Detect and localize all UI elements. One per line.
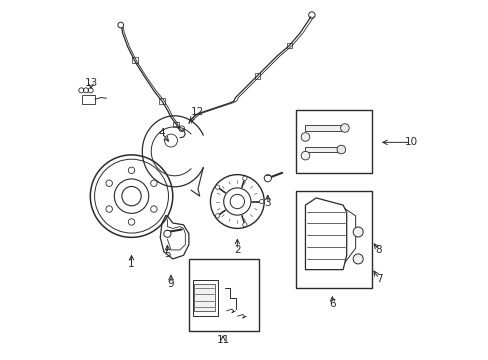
Text: 12: 12 xyxy=(191,107,204,117)
Circle shape xyxy=(352,254,363,264)
Circle shape xyxy=(242,176,246,180)
Circle shape xyxy=(163,230,171,237)
Circle shape xyxy=(340,124,348,132)
Circle shape xyxy=(242,222,246,227)
Bar xyxy=(159,98,164,104)
Circle shape xyxy=(301,133,309,141)
Text: 1: 1 xyxy=(128,259,135,269)
Circle shape xyxy=(301,151,309,160)
Circle shape xyxy=(215,185,219,189)
Circle shape xyxy=(352,227,363,237)
Bar xyxy=(173,122,179,127)
Circle shape xyxy=(259,199,264,204)
Bar xyxy=(255,73,260,78)
Text: 11: 11 xyxy=(216,334,229,345)
Text: 13: 13 xyxy=(84,78,98,88)
Bar xyxy=(132,57,138,63)
Text: 2: 2 xyxy=(234,245,240,255)
Bar xyxy=(194,284,215,311)
Text: 6: 6 xyxy=(328,299,335,309)
Circle shape xyxy=(215,214,219,218)
Bar xyxy=(296,110,371,173)
Bar xyxy=(305,125,341,131)
Text: 4: 4 xyxy=(159,129,165,138)
Text: 9: 9 xyxy=(167,279,174,289)
Bar xyxy=(305,147,337,152)
Circle shape xyxy=(264,175,271,182)
Text: 8: 8 xyxy=(375,245,382,255)
Circle shape xyxy=(336,145,345,154)
Bar xyxy=(296,191,371,288)
Bar xyxy=(188,259,258,330)
Text: 10: 10 xyxy=(404,138,417,147)
Bar xyxy=(286,43,291,48)
Bar xyxy=(82,95,95,104)
Bar xyxy=(192,280,217,316)
Text: 3: 3 xyxy=(264,198,270,208)
Text: 5: 5 xyxy=(164,248,170,258)
Text: 7: 7 xyxy=(375,274,382,284)
